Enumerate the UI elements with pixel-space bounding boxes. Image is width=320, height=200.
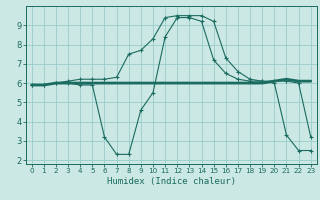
X-axis label: Humidex (Indice chaleur): Humidex (Indice chaleur): [107, 177, 236, 186]
